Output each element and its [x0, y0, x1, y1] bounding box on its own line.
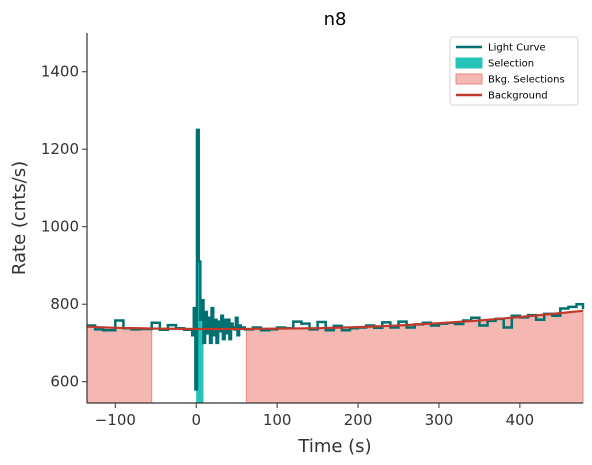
light-curve-line [87, 128, 585, 391]
chart-title: n8 [324, 9, 347, 30]
x-tick-label: 0 [191, 411, 201, 429]
legend-label-selection: Selection [488, 59, 534, 70]
x-axis-label: Time (s) [297, 436, 371, 457]
light-curve-layer [87, 128, 585, 391]
bkg-selection-region-0 [86, 326, 153, 404]
legend-label-background: Background [488, 91, 548, 102]
x-tick-label: −100 [95, 411, 136, 429]
legend-swatch-bkg-selection [455, 73, 483, 85]
background-line [86, 309, 584, 331]
y-tick-label: 1000 [41, 218, 79, 236]
legend-label-light-curve: Light Curve [488, 43, 546, 54]
y-tick-label: 1400 [41, 63, 79, 81]
x-tick-label: 200 [344, 411, 373, 429]
legend: Light Curve Selection Bkg. Selections Backg… [449, 36, 579, 106]
x-tick-label: 400 [506, 411, 535, 429]
legend-swatch-selection [455, 57, 483, 69]
legend-frame [449, 36, 579, 106]
y-tick-label: 600 [50, 373, 79, 391]
y-tick-label: 800 [50, 295, 79, 313]
y-ticks: 600 800 1000 1200 1400 [41, 63, 87, 391]
background-layer [86, 309, 584, 331]
bkg-selection-layer [86, 310, 584, 404]
x-tick-label: 100 [263, 411, 292, 429]
axes [86, 33, 583, 404]
x-tick-label: 300 [425, 411, 454, 429]
y-axis-label: Rate (cnts/s) [9, 161, 30, 275]
legend-label-bkg-selection: Bkg. Selections [488, 75, 565, 86]
y-tick-label: 1200 [41, 140, 79, 158]
x-ticks: −100 0 100 200 300 400 [95, 403, 534, 429]
